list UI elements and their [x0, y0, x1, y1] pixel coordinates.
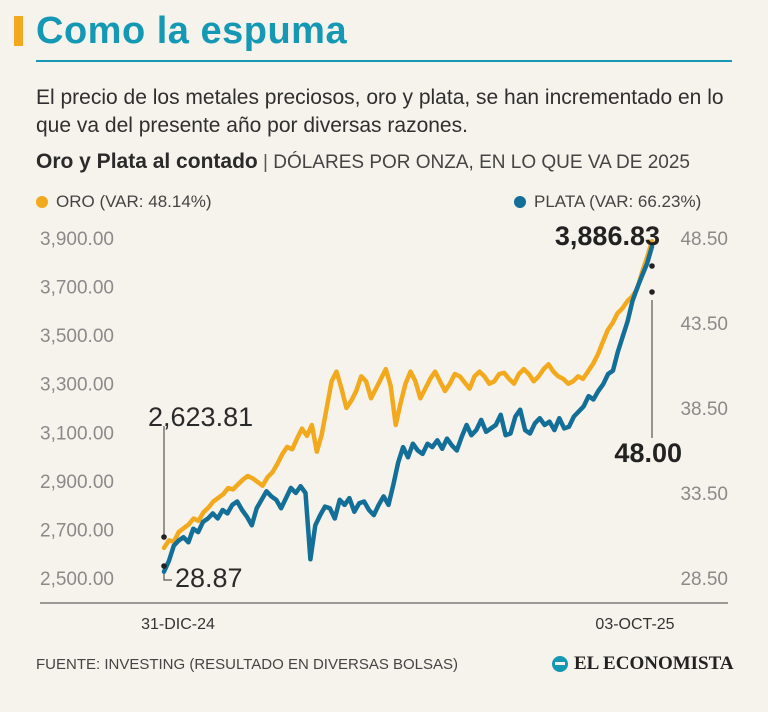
right-tick-label: 33.50	[680, 484, 728, 505]
chart-heading: Oro y Plata al contado | DÓLARES POR ONZ…	[36, 150, 690, 174]
oro-end-label: 3,886.83	[555, 221, 660, 251]
chart-heading-units: DÓLARES POR ONZA, EN LO QUE VA DE 2025	[273, 152, 690, 173]
right-tick-label: 48.50	[680, 229, 728, 250]
plata-end-label: 48.00	[614, 438, 682, 468]
right-tick-label: 38.50	[680, 399, 728, 420]
left-tick-label: 3,100.00	[40, 423, 114, 444]
x-label-end: 03-OCT-25	[595, 616, 674, 633]
left-tick-label: 3,700.00	[40, 278, 114, 299]
plata-end-marker	[649, 289, 655, 295]
right-tick-label: 43.50	[680, 314, 728, 335]
right-tick-label: 28.50	[680, 569, 728, 590]
source-note: FUENTE: INVESTING (RESULTADO EN DIVERSAS…	[36, 656, 459, 673]
subtitle: El precio de los metales preciosos, oro …	[36, 86, 724, 137]
title-accent-bar	[14, 16, 23, 46]
legend-plata: PLATA (VAR: 66.23%)	[514, 192, 701, 212]
left-tick-label: 3,500.00	[40, 326, 114, 347]
right-axis: 48.50 43.50 38.50 33.50 28.50	[680, 229, 728, 590]
legend-oro-dot	[36, 196, 48, 208]
oro-start-marker	[161, 534, 167, 540]
legend-oro-label: ORO (VAR: 48.14%)	[56, 192, 212, 211]
plata-start-label: 28.87	[175, 563, 243, 593]
oro-end-marker	[649, 263, 655, 269]
brand-name: EL ECONOMISTA	[574, 653, 734, 674]
x-label-start: 31-DIC-24	[141, 616, 215, 633]
legend-oro: ORO (VAR: 48.14%)	[36, 192, 212, 212]
left-tick-label: 2,500.00	[40, 569, 114, 590]
brand-icon	[552, 656, 568, 672]
left-tick-label: 3,300.00	[40, 375, 114, 396]
left-tick-label: 2,700.00	[40, 520, 114, 541]
left-tick-label: 2,900.00	[40, 472, 114, 493]
legend-plata-label: PLATA (VAR: 66.23%)	[534, 192, 702, 211]
plata-start-marker	[161, 563, 167, 569]
chart-heading-title: Oro y Plata al contado	[36, 150, 258, 173]
chart-heading-separator: |	[263, 152, 268, 173]
oro-series-line	[161, 238, 655, 551]
oro-start-label: 2,623.81	[148, 402, 253, 432]
legend-plata-dot	[514, 196, 526, 208]
brand-logo: EL ECONOMISTA	[552, 653, 734, 675]
plata-series-line	[161, 244, 655, 574]
left-tick-label: 3,900.00	[40, 229, 114, 250]
page-title: Como la espuma	[36, 10, 348, 52]
title-divider	[36, 60, 732, 62]
left-axis: 3,900.00 3,700.00 3,500.00 3,300.00 3,100.00…	[40, 229, 114, 590]
